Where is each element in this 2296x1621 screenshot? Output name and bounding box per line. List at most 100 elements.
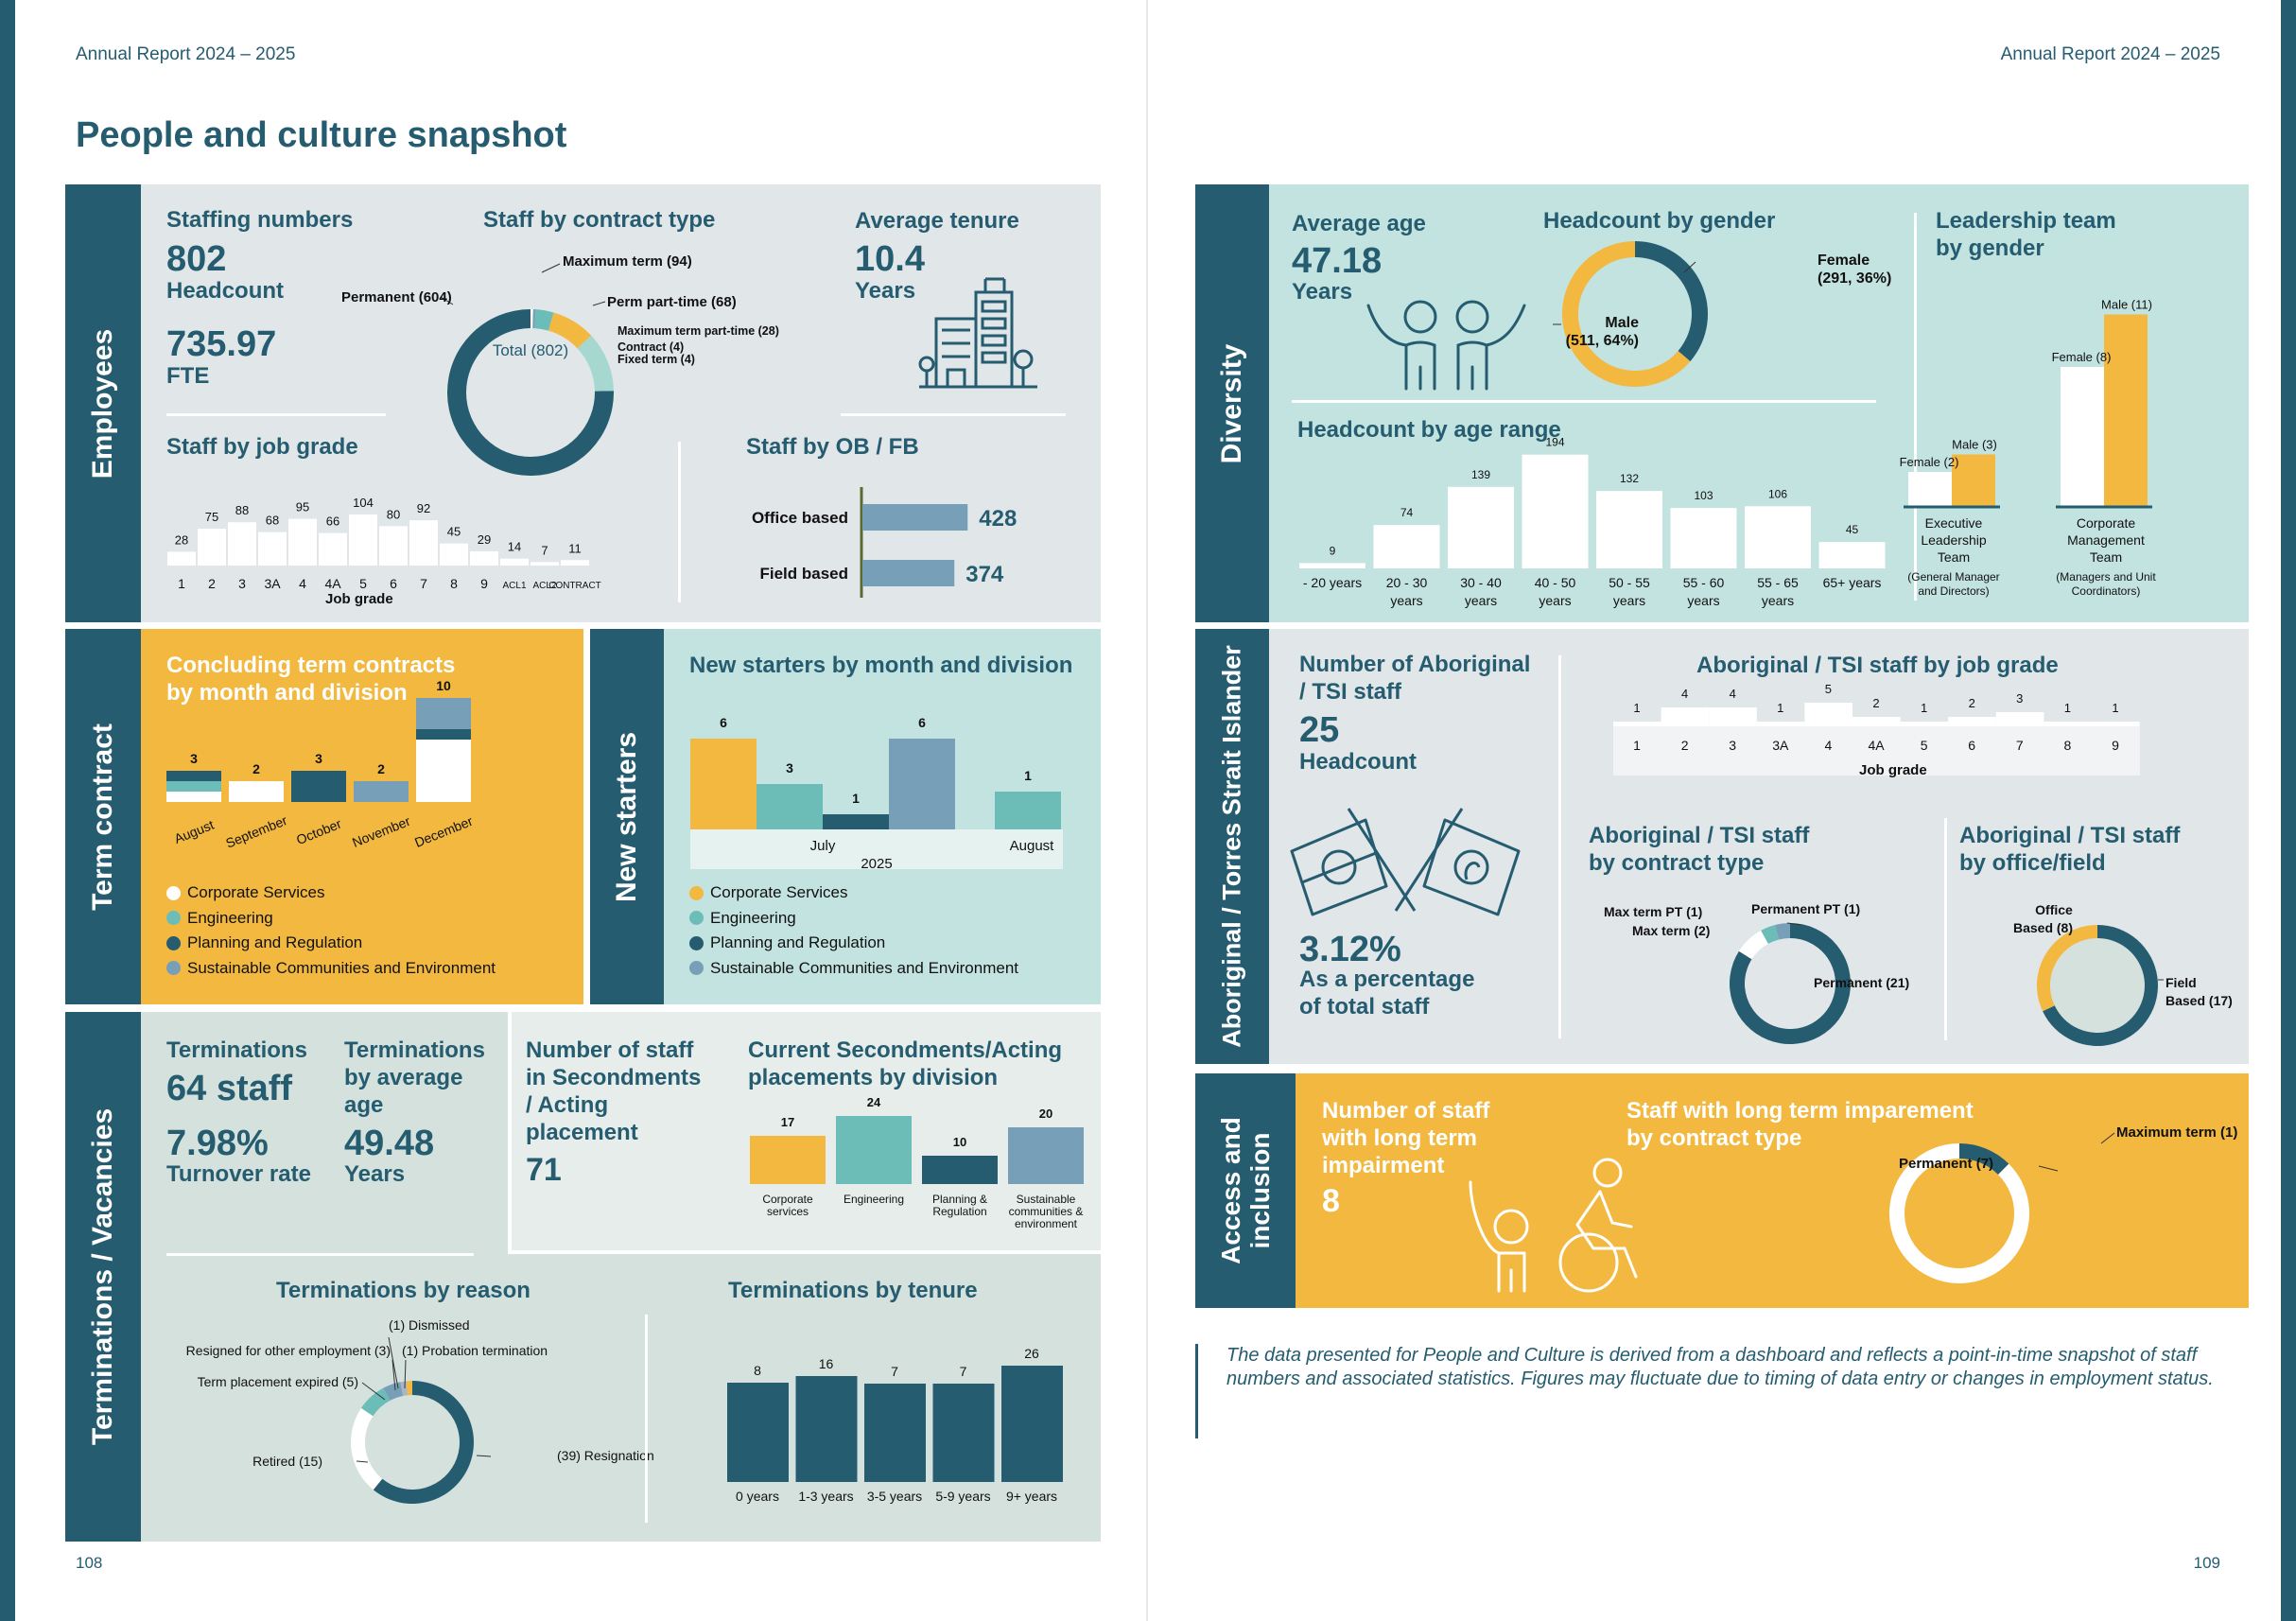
jobgrade-tick: 2 bbox=[208, 576, 216, 591]
new-bar bbox=[889, 739, 955, 829]
legend-item: Corporate Services bbox=[166, 880, 496, 906]
leader-line bbox=[2100, 1132, 2115, 1144]
tenure-title: Average tenure bbox=[855, 208, 1019, 234]
employees-tab: Employees bbox=[65, 184, 141, 622]
jobgrade-tick: 1 bbox=[178, 576, 185, 591]
jobgrade-xlabel: Job grade bbox=[325, 591, 393, 607]
contract-slice-4 bbox=[532, 309, 536, 329]
atsi-office-title-1: Aboriginal / TSI staff bbox=[1959, 823, 2181, 848]
agerange-bar-chart: 9 - 20 years 74 20 - 30 years 139 30 - 40 years… bbox=[1299, 436, 1886, 608]
age-label: years bbox=[1465, 593, 1497, 608]
second-label: Sustainable bbox=[1017, 1193, 1076, 1206]
label-max-pt: Maximum term part-time (28) bbox=[617, 324, 779, 338]
reasons-donut-chart: (39) Resignation Retired (15) Term placeme… bbox=[186, 1317, 654, 1504]
legend-text: Corporate Services bbox=[187, 883, 325, 902]
office-building-icon bbox=[918, 277, 1037, 389]
tenure-label: 3-5 years bbox=[867, 1489, 922, 1504]
term-bar-segment bbox=[166, 792, 221, 802]
impair-title-3: impairment bbox=[1322, 1153, 1445, 1178]
age-bar bbox=[1745, 506, 1811, 568]
leader-line bbox=[404, 1359, 407, 1389]
jobgrade-bar bbox=[379, 526, 408, 566]
diversity-label: Diversity bbox=[1216, 343, 1247, 463]
leader-line bbox=[2038, 1165, 2059, 1172]
aboriginal-panel: Number of Aboriginal / TSI staff 25 Head… bbox=[1269, 629, 2249, 1064]
impairment-donut bbox=[1889, 1132, 2115, 1283]
legend-item: Engineering bbox=[689, 906, 1018, 932]
reasons-slice-1 bbox=[351, 1407, 383, 1490]
second-bar bbox=[750, 1136, 826, 1184]
obfb-label: Field based bbox=[759, 565, 848, 583]
legend-text: Corporate Services bbox=[710, 883, 848, 902]
label-perm: Permanent (21) bbox=[1814, 975, 1910, 990]
leadership-title-2: by gender bbox=[1936, 235, 2044, 261]
second-bar bbox=[922, 1156, 998, 1184]
age-label: years bbox=[1762, 593, 1794, 608]
term-bar-segment bbox=[354, 781, 409, 802]
headcount-label: Headcount bbox=[166, 278, 285, 304]
new-year: 2025 bbox=[861, 856, 892, 872]
lead-group-sub: Coordinators) bbox=[2072, 584, 2141, 598]
jobgrade-value: 95 bbox=[296, 500, 309, 514]
tenure-bar bbox=[932, 1384, 995, 1482]
term-age-title-2: by average bbox=[344, 1065, 463, 1090]
jobgrade-bar bbox=[349, 514, 377, 566]
term-month: August bbox=[172, 817, 217, 846]
data-note: The data presented for People and Cultur… bbox=[1195, 1344, 2235, 1438]
running-header: Annual Report 2024 – 2025 bbox=[76, 44, 296, 64]
tenure-bar bbox=[727, 1383, 789, 1482]
age-label: years bbox=[1539, 593, 1571, 608]
age-bar bbox=[1522, 454, 1589, 568]
terminations-value: 64 staff bbox=[166, 1069, 293, 1108]
divider bbox=[166, 1253, 474, 1256]
leader-line bbox=[388, 1336, 399, 1389]
second-value: 17 bbox=[781, 1115, 794, 1129]
lead-female-label: Female (2) bbox=[1900, 455, 1959, 469]
tenure-label: 1-3 years bbox=[798, 1489, 853, 1504]
atsi-grade-bar bbox=[1948, 717, 1996, 726]
term-age-unit: Years bbox=[344, 1161, 406, 1187]
leader-line bbox=[356, 1460, 369, 1463]
term-total: 10 bbox=[436, 678, 451, 693]
atsi-pct-label-1: As a percentage bbox=[1299, 967, 1475, 992]
impair-title-2: with long term bbox=[1322, 1125, 1477, 1151]
reasons-slice-4 bbox=[400, 1381, 409, 1396]
new-value: 6 bbox=[720, 715, 727, 730]
tenure-value: 10.4 bbox=[855, 239, 925, 279]
jobgrade-title: Staff by job grade bbox=[166, 434, 358, 460]
second-label: Corporate bbox=[762, 1193, 813, 1206]
tenure-label: 5-9 years bbox=[935, 1489, 990, 1504]
atsioffice-slice-1 bbox=[2037, 925, 2097, 1012]
legend-text: Planning and Regulation bbox=[710, 933, 886, 952]
label-office-1: Office bbox=[2035, 902, 2073, 917]
second-label: Regulation bbox=[932, 1205, 986, 1218]
tenure-value: 16 bbox=[819, 1356, 834, 1371]
access-panel: Number of staff with long term impairmen… bbox=[1296, 1073, 2249, 1308]
lead-group-name: Executive bbox=[1925, 515, 1983, 531]
turnover-label: Turnover rate bbox=[166, 1161, 311, 1187]
new-starters-panel: New starters by month and division 6 3 1 6 1… bbox=[664, 629, 1101, 1004]
jobgrade-bar bbox=[288, 518, 317, 566]
age-value: 45 bbox=[1846, 523, 1859, 536]
atsi-grade-bar bbox=[2092, 722, 2140, 726]
tenure-bar-chart: 8 0 years 16 1-3 years 7 3-5 years 7 5-9 years 2… bbox=[727, 1346, 1063, 1504]
jobgrade-bar bbox=[500, 558, 529, 566]
atsi-grade-value: 5 bbox=[1825, 682, 1832, 696]
new-bar bbox=[995, 792, 1061, 829]
age-value: 106 bbox=[1768, 487, 1787, 500]
leader-line bbox=[476, 1455, 492, 1457]
reason-label: (1) Dismissed bbox=[389, 1317, 470, 1333]
obfb-label: Office based bbox=[752, 509, 848, 527]
turnover-value: 7.98% bbox=[166, 1124, 269, 1163]
diversity-tab: Diversity bbox=[1195, 184, 1269, 622]
label-permanent: Permanent (604) bbox=[341, 289, 452, 305]
male-label: Male bbox=[1605, 315, 1639, 331]
right-page: Annual Report 2024 – 2025 109 Diversity … bbox=[1148, 0, 2296, 1621]
label-max-term: Maximum term (94) bbox=[563, 253, 692, 270]
legend-swatch bbox=[166, 911, 181, 926]
jobgrade-value: 14 bbox=[508, 540, 521, 554]
jobgrade-value: 66 bbox=[326, 514, 339, 529]
jobgrade-tick: 4 bbox=[299, 576, 306, 591]
legend-item: Sustainable Communities and Environment bbox=[689, 956, 1018, 982]
access-label-2: inclusion bbox=[1245, 1132, 1275, 1249]
